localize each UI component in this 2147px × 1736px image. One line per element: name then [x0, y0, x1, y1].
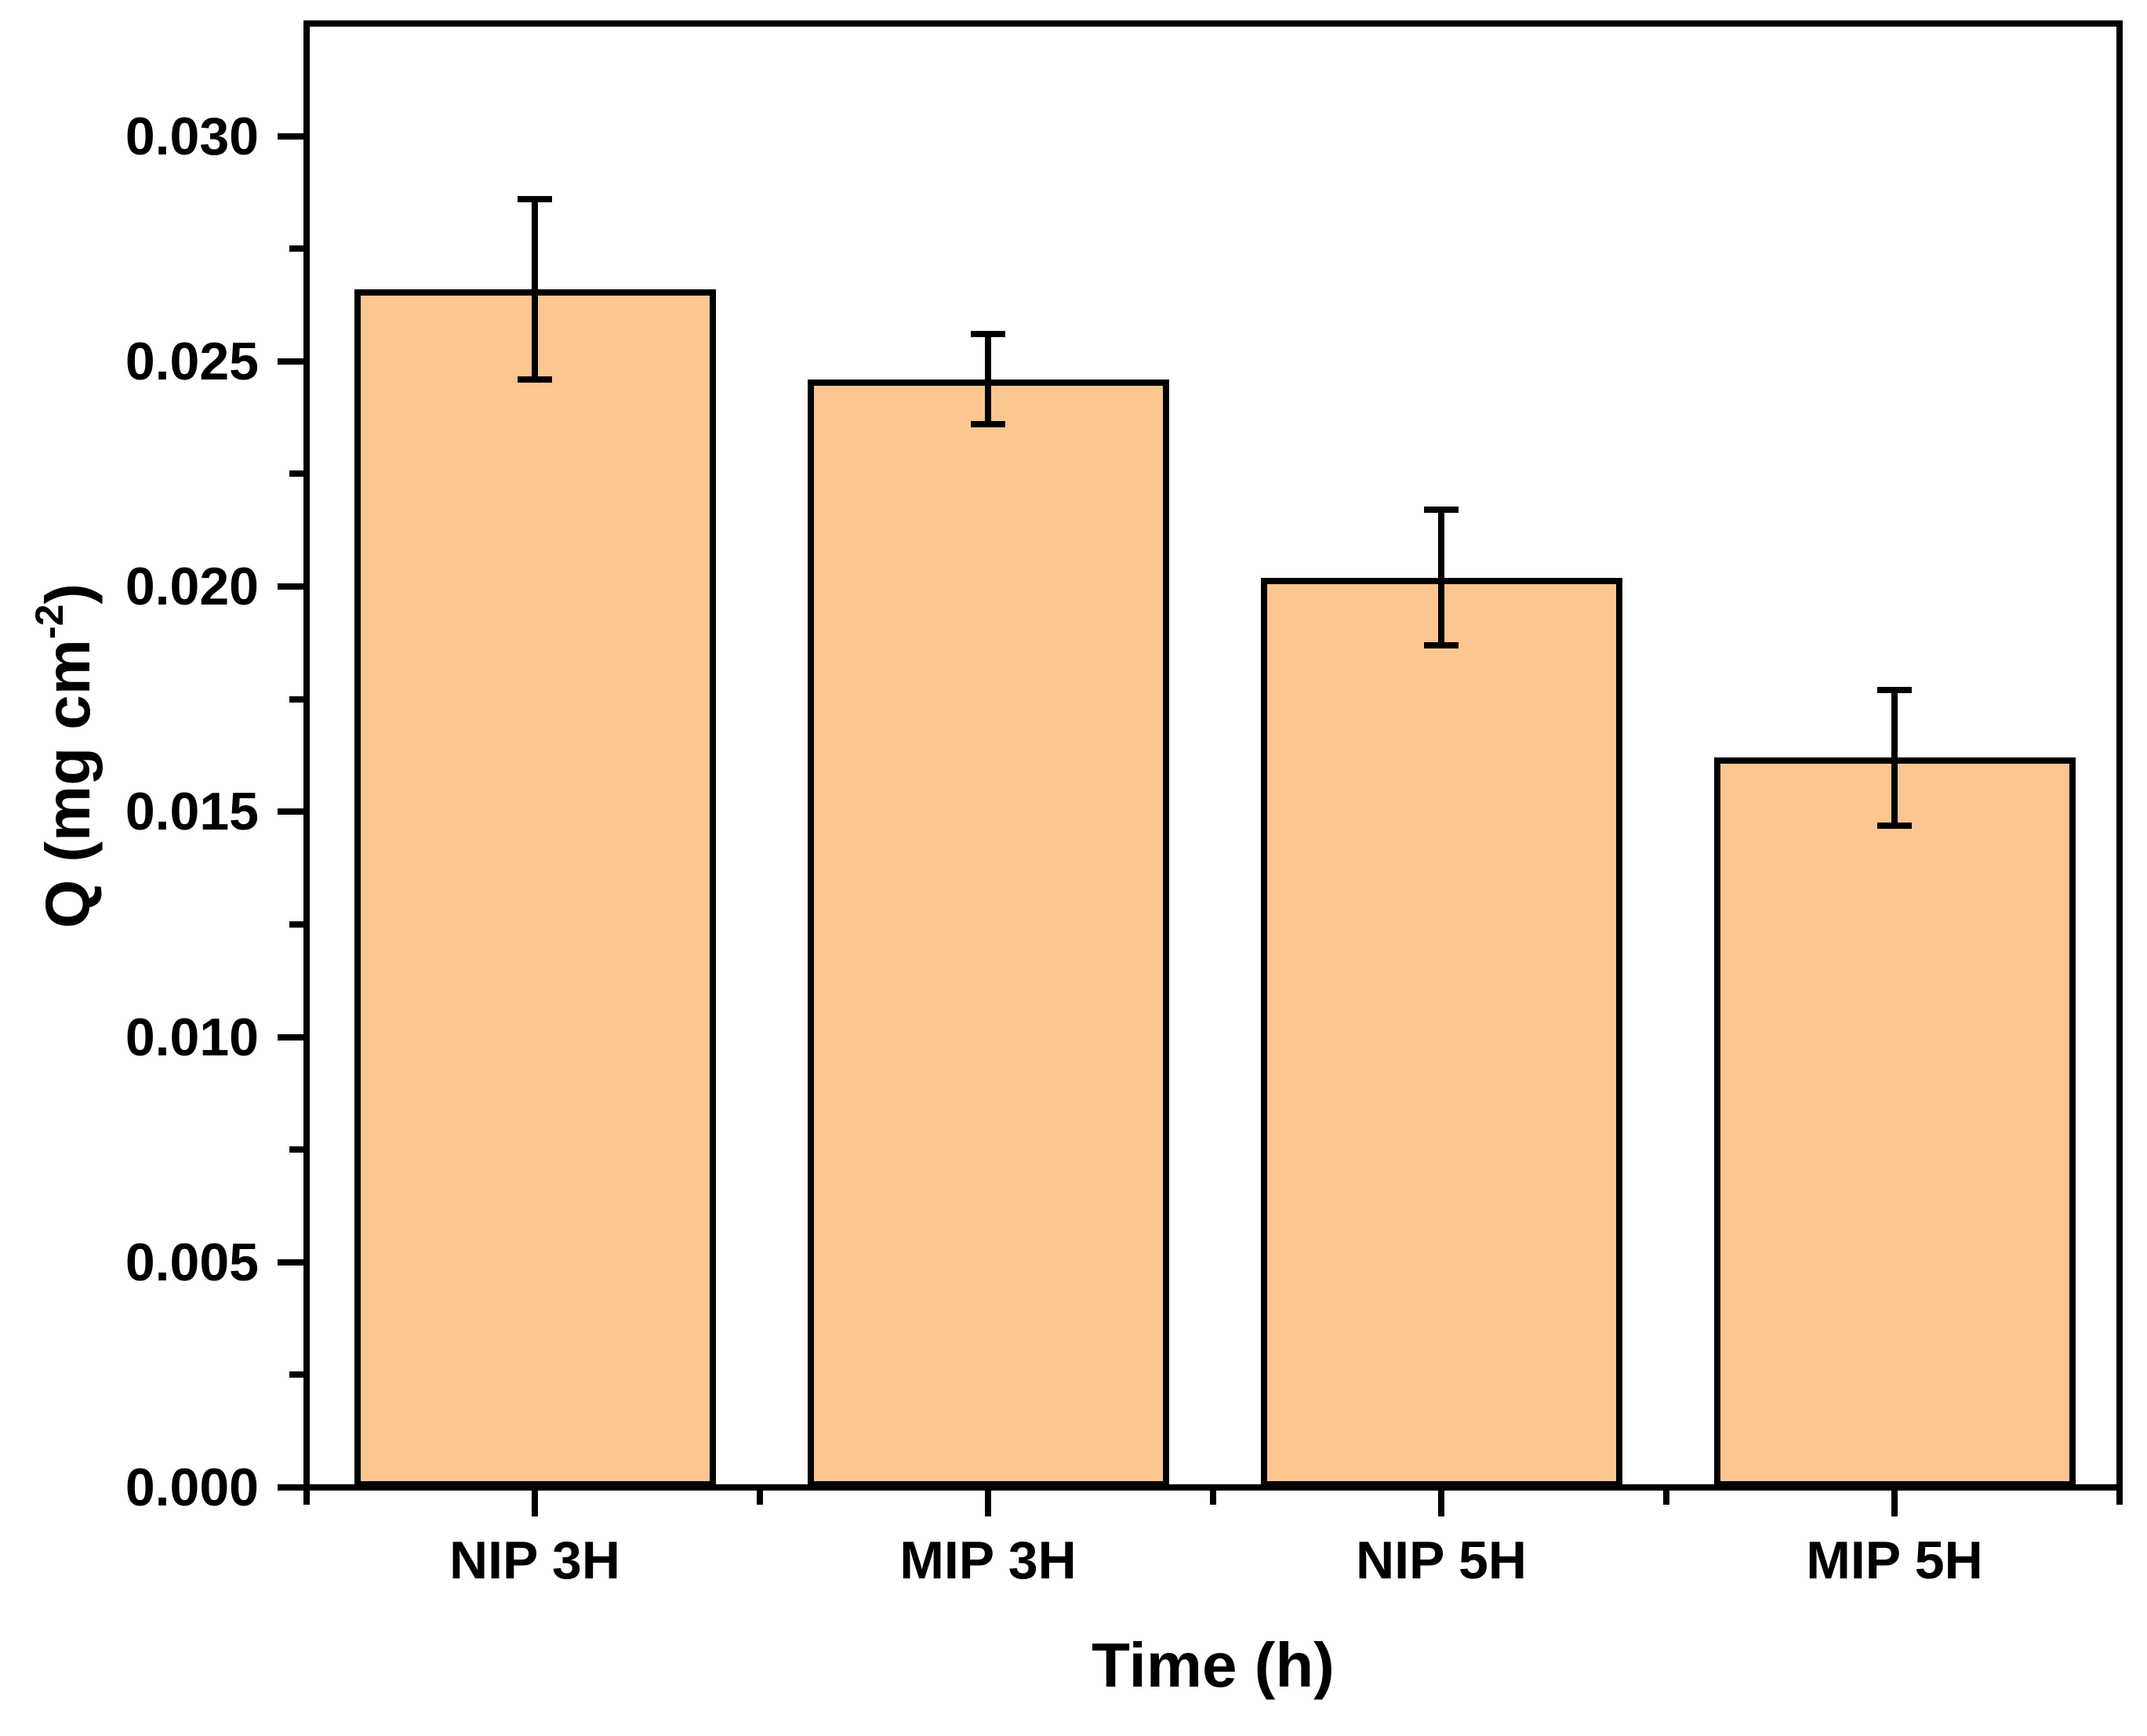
y-minor-tick-4 [289, 470, 303, 478]
y-major-tick-0.015 [278, 808, 303, 815]
error-bar-bottom-cap-nip-5h [1424, 641, 1459, 648]
error-bar-top-cap-mip-3h [971, 331, 1005, 338]
x-minor-tick-1 [757, 1491, 763, 1505]
y-tick-label-0.030: 0.030 [125, 106, 259, 166]
error-bar-line-nip-5h [1438, 510, 1444, 645]
x-major-tick-mip-5h [1891, 1491, 1898, 1516]
error-bar-bottom-cap-mip-3h [971, 421, 1005, 428]
y-tick-label-0.005: 0.005 [125, 1232, 259, 1292]
y-minor-tick-3 [289, 695, 303, 703]
y-axis-title: Q (mg cm-2) [28, 583, 105, 928]
bar-mip-5h [1713, 757, 2076, 1487]
y-tick-label-0.000: 0.000 [125, 1458, 259, 1517]
y-major-tick-0.020 [278, 583, 303, 590]
error-bar-bottom-cap-mip-5h [1877, 822, 1912, 829]
y-minor-tick-2 [289, 921, 303, 928]
x-major-tick-mip-3h [985, 1491, 991, 1516]
x-minor-tick-0 [303, 1491, 310, 1505]
error-bar-top-cap-nip-3h [518, 196, 552, 203]
y-minor-tick-5 [289, 245, 303, 252]
x-minor-tick-3 [1663, 1491, 1669, 1505]
y-axis-title-prefix: Q (mg cm [33, 638, 104, 928]
bar-mip-3h [807, 379, 1169, 1487]
x-major-tick-nip-3h [532, 1491, 538, 1516]
y-axis-title-superscript: -2 [27, 604, 72, 639]
error-bar-top-cap-nip-5h [1424, 507, 1459, 514]
error-bar-line-mip-5h [1891, 690, 1898, 826]
y-axis-title-suffix: ) [33, 583, 104, 605]
y-major-tick-0.000 [278, 1484, 303, 1491]
y-axis-title-box: Q (mg cm-2) [4, 20, 133, 1491]
x-minor-tick-2 [1210, 1491, 1216, 1505]
x-minor-tick-4 [2116, 1491, 2123, 1505]
x-tick-label-mip-3h: MIP 3H [899, 1531, 1077, 1590]
x-tick-label-nip-3h: NIP 3H [449, 1531, 620, 1590]
y-tick-label-0.010: 0.010 [125, 1007, 259, 1067]
x-tick-label-mip-5h: MIP 5H [1806, 1531, 1983, 1590]
bar-nip-5h [1260, 577, 1622, 1487]
error-bar-bottom-cap-nip-3h [518, 376, 552, 383]
y-minor-tick-0 [289, 1371, 303, 1378]
y-tick-label-0.025: 0.025 [125, 331, 259, 391]
x-tick-label-nip-5h: NIP 5H [1356, 1531, 1527, 1590]
y-tick-label-0.020: 0.020 [125, 557, 259, 617]
y-minor-tick-1 [289, 1146, 303, 1153]
x-axis-title: Time (h) [1092, 1630, 1335, 1700]
y-major-tick-0.010 [278, 1033, 303, 1041]
y-major-tick-0.030 [278, 133, 303, 140]
error-bar-line-mip-3h [985, 334, 991, 425]
y-major-tick-0.025 [278, 358, 303, 365]
error-bar-top-cap-mip-5h [1877, 687, 1912, 694]
bar-nip-3h [354, 289, 716, 1487]
error-bar-line-nip-3h [532, 199, 538, 380]
plot-area [303, 20, 2123, 1491]
y-tick-label-0.015: 0.015 [125, 782, 259, 842]
y-major-tick-0.005 [278, 1258, 303, 1266]
x-major-tick-nip-5h [1438, 1491, 1444, 1516]
